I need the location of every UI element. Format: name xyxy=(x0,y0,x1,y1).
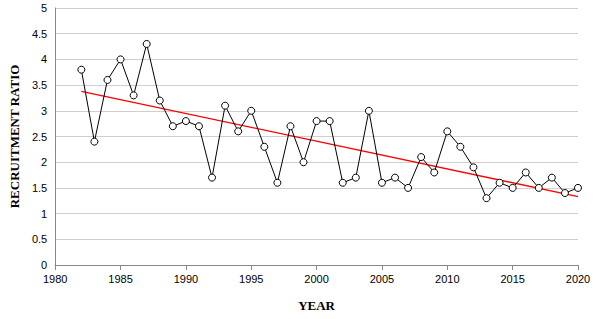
svg-text:2: 2 xyxy=(41,156,47,168)
svg-text:2010: 2010 xyxy=(435,273,459,285)
svg-text:0.5: 0.5 xyxy=(32,233,47,245)
svg-text:2015: 2015 xyxy=(500,273,524,285)
svg-text:1980: 1980 xyxy=(43,273,67,285)
svg-text:2.5: 2.5 xyxy=(32,131,47,143)
svg-text:2005: 2005 xyxy=(370,273,394,285)
svg-text:4.5: 4.5 xyxy=(32,28,47,40)
svg-text:1.5: 1.5 xyxy=(32,182,47,194)
svg-text:5: 5 xyxy=(41,2,47,14)
svg-text:3: 3 xyxy=(41,105,47,117)
svg-text:1: 1 xyxy=(41,208,47,220)
svg-text:1990: 1990 xyxy=(174,273,198,285)
svg-text:0: 0 xyxy=(41,259,47,271)
svg-text:3.5: 3.5 xyxy=(32,79,47,91)
svg-text:1985: 1985 xyxy=(108,273,132,285)
svg-text:1995: 1995 xyxy=(239,273,263,285)
svg-text:2000: 2000 xyxy=(304,273,328,285)
svg-text:4: 4 xyxy=(41,53,47,65)
svg-text:YEAR: YEAR xyxy=(298,298,335,313)
svg-text:RECRUITMENT RATIO: RECRUITMENT RATIO xyxy=(7,65,22,209)
svg-text:2020: 2020 xyxy=(566,273,590,285)
